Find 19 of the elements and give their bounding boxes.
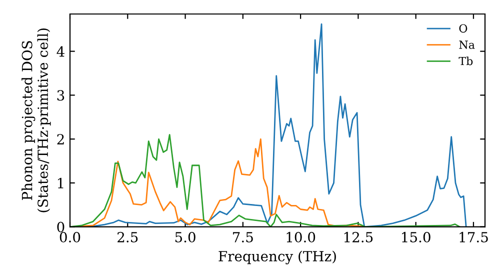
y-axis-title: Phonon projected DOS (States/THz·primitive cell) (22, 28, 51, 212)
legend-label: Na (459, 40, 475, 49)
x-tick-label: 7.5 (233, 232, 253, 242)
x-tick-label: 12.5 (344, 232, 373, 242)
legend-label: O (459, 24, 468, 33)
legend-label: Tb (458, 56, 473, 66)
x-tick-label: 15.0 (402, 232, 430, 242)
x-tick-label: 2.5 (118, 232, 138, 242)
y-tick-label: 1 (58, 178, 64, 188)
x-tick-label: 17.5 (460, 232, 488, 242)
x-tick-label: 5.0 (175, 232, 196, 242)
x-axis-title: Frequency (THz) (218, 250, 336, 264)
y-tick-label: 4 (56, 46, 64, 57)
x-tick-label: 0.0 (60, 232, 80, 242)
y-tick-label: 0 (57, 222, 64, 232)
y-tick-label: 3 (57, 90, 64, 101)
y-tick-label: 2 (57, 134, 64, 144)
x-tick-label: 10.0 (286, 232, 316, 242)
line-series (70, 134, 460, 227)
